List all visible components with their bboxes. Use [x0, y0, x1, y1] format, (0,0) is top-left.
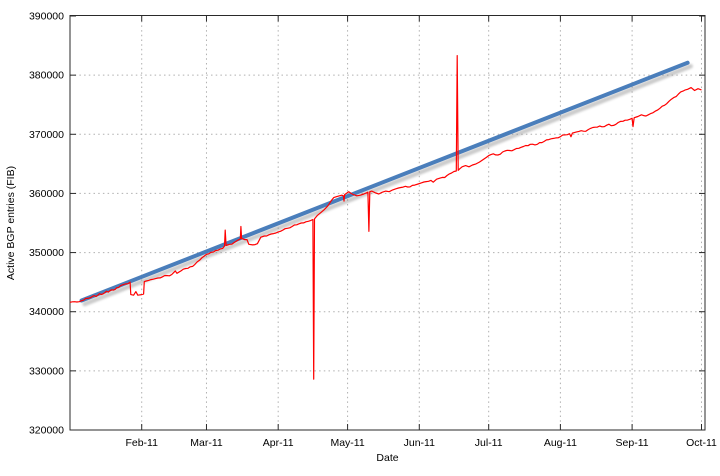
trend-line — [79, 60, 690, 303]
axis-ticks — [70, 15, 705, 431]
x-tick-label: Jun-11 — [404, 437, 435, 449]
y-tick-label: 370000 — [29, 129, 64, 141]
y-axis-title: Active BGP entries (FIB) — [5, 165, 17, 281]
gridlines — [70, 16, 705, 430]
x-tick-label: May-11 — [330, 437, 364, 449]
x-tick-labels: Feb-11 Mar-11 Apr-11 May-11 Jun-11 Jul-11 Aug-… — [125, 437, 717, 449]
x-tick-label: Aug-11 — [544, 437, 577, 449]
trend-shadow — [82, 63, 693, 307]
x-axis-title: Date — [376, 452, 399, 464]
x-tick-label: Feb-11 — [125, 437, 158, 449]
x-tick-label: Sep-11 — [616, 437, 649, 449]
x-tick-label: Jul-11 — [475, 437, 503, 449]
y-tick-label: 360000 — [29, 188, 64, 200]
x-tick-label: Apr-11 — [263, 437, 294, 449]
x-tick-label: Oct-11 — [686, 437, 717, 449]
y-tick-label: 340000 — [29, 306, 64, 318]
y-tick-label: 320000 — [29, 425, 64, 437]
y-tick-label: 380000 — [29, 70, 64, 82]
bgp-series-line — [69, 54, 702, 380]
x-tick-label: Mar-11 — [190, 437, 223, 449]
y-tick-label: 390000 — [29, 11, 64, 23]
plot-border — [69, 15, 706, 431]
y-tick-label: 350000 — [29, 247, 64, 259]
y-tick-labels: 320000 330000 340000 350000 360000 370000 3800… — [29, 11, 64, 437]
y-tick-label: 330000 — [29, 365, 64, 377]
